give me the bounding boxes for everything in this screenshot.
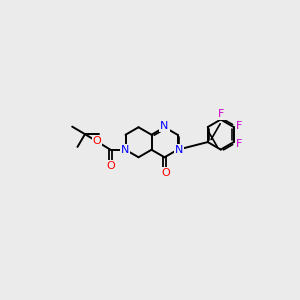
Text: N: N (121, 145, 129, 155)
Text: O: O (106, 161, 115, 171)
Text: F: F (218, 109, 225, 119)
Text: F: F (236, 121, 243, 130)
Text: N: N (160, 121, 169, 131)
Text: O: O (93, 136, 101, 146)
Text: F: F (236, 139, 243, 148)
Text: O: O (161, 168, 170, 178)
Text: N: N (175, 145, 183, 155)
